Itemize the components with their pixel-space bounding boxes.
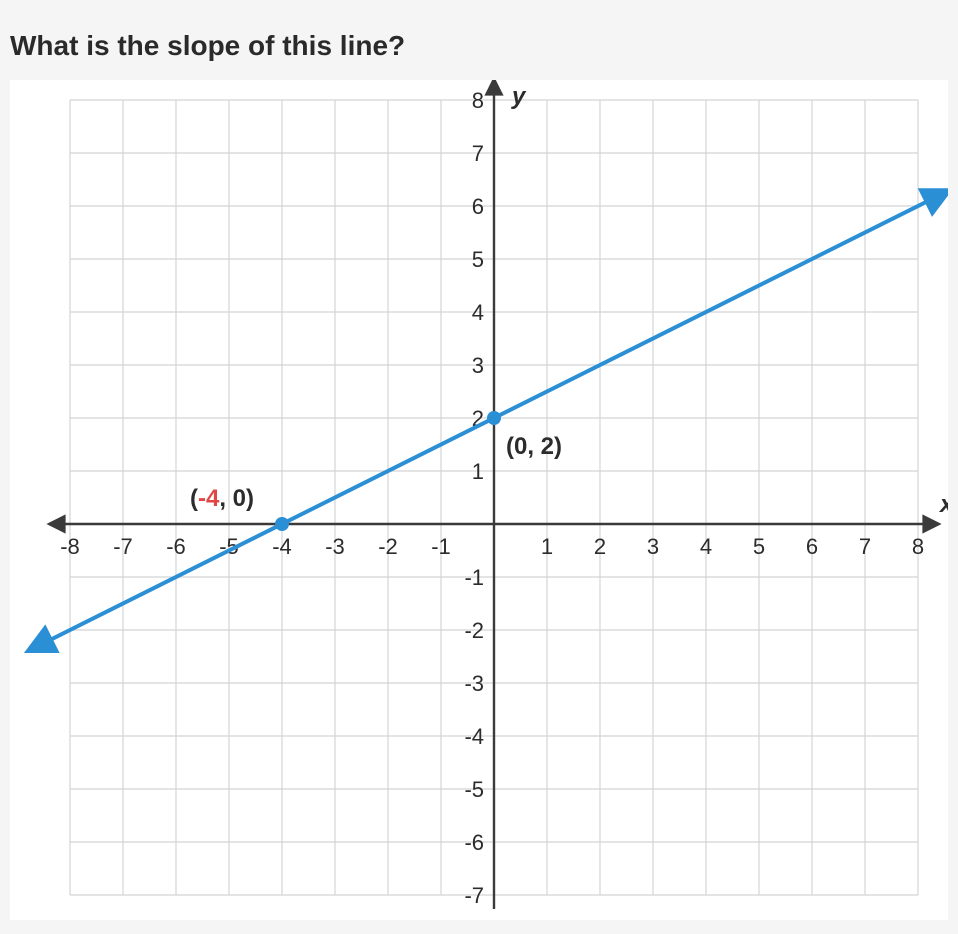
y-tick-label: 8 xyxy=(472,88,484,113)
y-tick-label: 4 xyxy=(472,300,484,325)
y-tick-label: 3 xyxy=(472,353,484,378)
y-tick-label: -1 xyxy=(464,565,484,590)
x-tick-label: 3 xyxy=(647,534,659,559)
x-tick-label: 8 xyxy=(912,534,924,559)
x-tick-label: -6 xyxy=(166,534,186,559)
point-label: (0, 2) xyxy=(506,433,562,460)
y-tick-label: -7 xyxy=(464,883,484,908)
y-tick-label: 1 xyxy=(472,459,484,484)
x-tick-label: -2 xyxy=(378,534,398,559)
x-tick-label: -7 xyxy=(113,534,133,559)
y-tick-label: -2 xyxy=(464,618,484,643)
x-tick-label: -3 xyxy=(325,534,345,559)
plotted-point xyxy=(487,411,501,425)
y-tick-label: -3 xyxy=(464,671,484,696)
x-tick-label: 4 xyxy=(700,534,712,559)
y-tick-label: 7 xyxy=(472,141,484,166)
y-tick-label: -5 xyxy=(464,777,484,802)
y-tick-label: -6 xyxy=(464,830,484,855)
x-tick-label: -1 xyxy=(431,534,451,559)
point-label: (-4, 0) xyxy=(190,485,254,512)
slope-chart: -8-7-6-5-4-3-2-112345678-7-6-5-4-3-2-112… xyxy=(10,80,948,920)
x-tick-label: 1 xyxy=(541,534,553,559)
x-tick-label: -8 xyxy=(60,534,80,559)
x-tick-label: 6 xyxy=(806,534,818,559)
x-axis-label: x xyxy=(938,491,948,518)
x-tick-label: 2 xyxy=(594,534,606,559)
y-tick-label: 6 xyxy=(472,194,484,219)
x-tick-label: 5 xyxy=(753,534,765,559)
y-tick-label: -4 xyxy=(464,724,484,749)
plotted-point xyxy=(275,517,289,531)
x-tick-label: 7 xyxy=(859,534,871,559)
coordinate-plane: -8-7-6-5-4-3-2-112345678-7-6-5-4-3-2-112… xyxy=(10,80,948,920)
y-axis-label: y xyxy=(511,83,527,110)
y-tick-label: 5 xyxy=(472,247,484,272)
x-tick-label: -4 xyxy=(272,534,292,559)
question-text: What is the slope of this line? xyxy=(10,30,948,62)
